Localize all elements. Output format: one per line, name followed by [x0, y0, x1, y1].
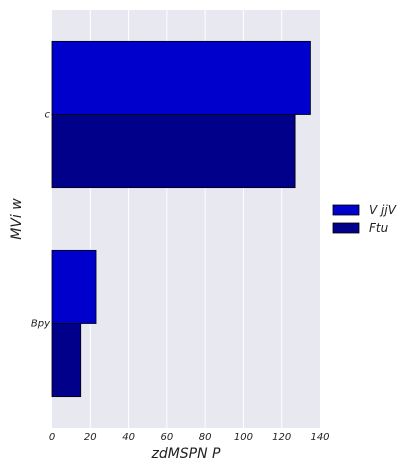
- x-tick-label: 120: [272, 432, 291, 443]
- bar: [51, 323, 82, 398]
- x-axis-ticks: 0 20 40 60 80 100 120 140: [49, 432, 330, 443]
- legend-label: Ftu: [369, 221, 389, 235]
- x-tick-label: 100: [234, 432, 253, 443]
- legend-swatch: [332, 204, 360, 216]
- x-tick-label: 80: [199, 432, 212, 443]
- y-axis-title: MVi w: [9, 198, 25, 240]
- x-tick-label: 40: [122, 432, 135, 443]
- y-axis-ticks: c Bpy: [31, 110, 51, 330]
- y-tick-label: Bpy: [31, 319, 51, 330]
- x-tick-label: 20: [84, 432, 97, 443]
- legend: V jjV Ftu: [332, 203, 397, 235]
- y-tick-label: c: [45, 110, 51, 121]
- x-tick-label: 0: [49, 432, 55, 443]
- bar: [51, 249, 97, 324]
- bars: [51, 40, 311, 398]
- x-tick-label: 60: [160, 432, 173, 443]
- x-tick-label: 140: [310, 432, 329, 443]
- bar: [51, 114, 296, 189]
- x-axis-title: zdMSPN P: [150, 446, 221, 462]
- bar: [51, 40, 311, 115]
- legend-label: V jjV: [369, 203, 397, 217]
- legend-swatch: [332, 222, 360, 234]
